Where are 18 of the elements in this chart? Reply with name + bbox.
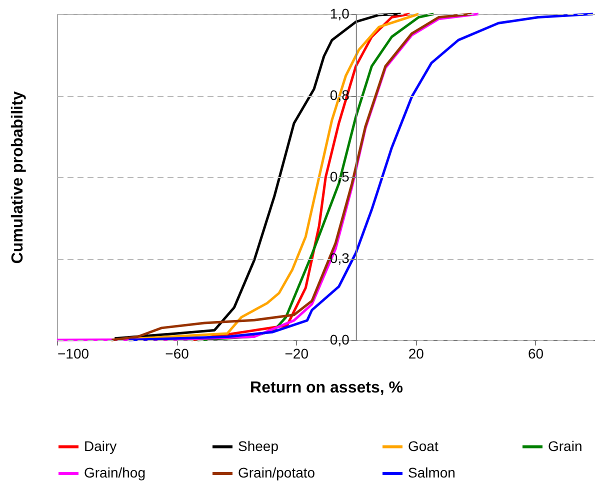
- legend-label: Salmon: [408, 464, 456, 480]
- legend-label: Goat: [408, 438, 438, 454]
- x-tick-label: −100: [58, 346, 90, 362]
- legend-label: Grain/potato: [238, 464, 316, 480]
- y-tick-label: 0,0: [330, 332, 350, 348]
- legend-label: Dairy: [84, 438, 117, 454]
- x-tick-label: −60: [165, 346, 190, 362]
- y-tick-label: 0,5: [330, 168, 350, 184]
- y-tick-label: 1,0: [330, 6, 350, 22]
- legend-label: Grain/hog: [84, 464, 146, 480]
- x-tick-label: 20: [408, 346, 424, 362]
- legend-label: Grain: [548, 438, 582, 454]
- legend-label: Sheep: [238, 438, 279, 454]
- y-tick-label: 0,3: [330, 250, 350, 266]
- x-tick-label: −20: [284, 346, 309, 362]
- x-tick-label: 60: [528, 346, 544, 362]
- x-axis-title: Return on assets, %: [250, 380, 403, 396]
- y-axis-title: Cumulative probability: [10, 91, 26, 264]
